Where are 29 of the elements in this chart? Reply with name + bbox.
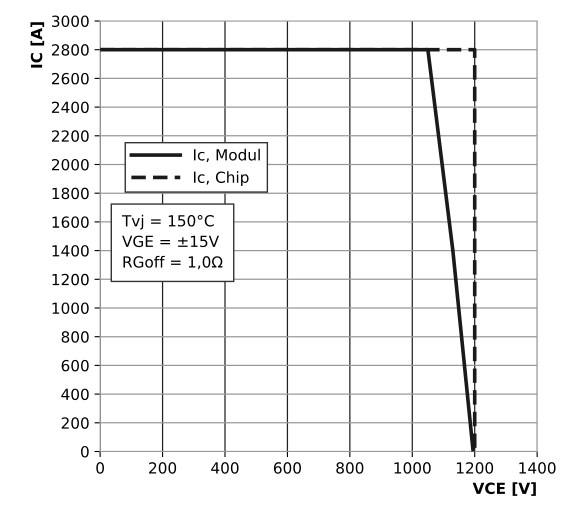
- x-tick-label: 1400: [519, 462, 556, 474]
- y-tick-label: 1800: [52, 188, 89, 200]
- legend-label: Ic, Modul: [194, 148, 260, 162]
- y-tick-label: 1200: [52, 274, 89, 286]
- y-tick-label: 1000: [52, 302, 89, 314]
- x-axis-title: VCE [V]: [472, 482, 536, 496]
- x-tick-label: 600: [274, 462, 301, 474]
- x-tick-label: 0: [96, 462, 104, 474]
- legend-label: Ic, Chip: [194, 171, 249, 186]
- y-tick-label: 2600: [52, 72, 89, 84]
- x-tick-label: 1000: [394, 462, 431, 474]
- y-tick-label: 1400: [52, 245, 89, 257]
- y-tick-label: 2400: [52, 102, 89, 114]
- y-tick-label: 0: [81, 446, 89, 458]
- x-tick-label: 1200: [456, 462, 494, 474]
- x-tick-label: 800: [336, 462, 364, 474]
- y-tick-label: 3000: [52, 15, 89, 28]
- y-tick-label: 800: [62, 331, 89, 343]
- y-tick-label: 200: [62, 417, 89, 429]
- y-tick-label: 1600: [52, 216, 89, 228]
- x-tick-label: 200: [149, 462, 176, 474]
- annotation: Tvj = 150°C VGE = ±15V RGoff = 1,0Ω: [122, 214, 222, 270]
- y-axis-title: IC [A]: [30, 22, 44, 68]
- y-tick-label: 2200: [52, 130, 89, 142]
- x-tick-label: 400: [211, 462, 239, 474]
- y-tick-label: 2800: [52, 44, 89, 56]
- y-tick-label: 2000: [52, 158, 89, 171]
- y-tick-label: 600: [62, 360, 89, 372]
- y-tick-label: 400: [61, 388, 89, 400]
